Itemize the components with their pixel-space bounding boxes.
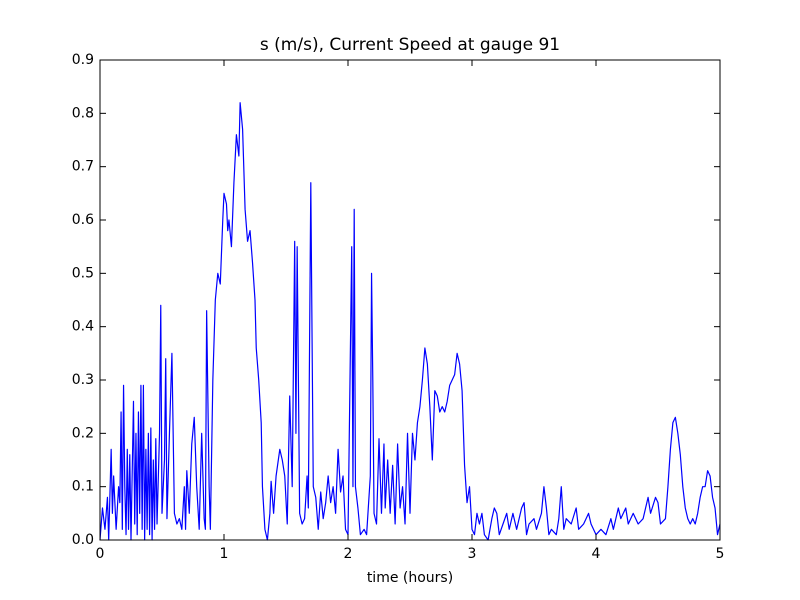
y-tick-label: 0.1 [72, 479, 94, 495]
y-tick-label: 0.9 [72, 52, 94, 68]
chart-title: s (m/s), Current Speed at gauge 91 [260, 35, 560, 55]
data-line [99, 102, 721, 541]
x-axis-label: time (hours) [367, 570, 453, 586]
y-tick-label: 0.5 [72, 265, 94, 281]
x-tick-label: 0 [96, 546, 105, 562]
x-tick-label: 5 [716, 546, 725, 562]
y-tick-label: 0.7 [72, 159, 94, 175]
y-tick-label: 0.4 [72, 319, 94, 335]
y-tick-label: 0.0 [72, 532, 94, 548]
y-tick-label: 0.6 [72, 212, 94, 228]
x-tick-label: 3 [468, 546, 477, 562]
x-tick-label: 4 [592, 546, 601, 562]
x-tick-label: 1 [220, 546, 229, 562]
y-tick-label: 0.3 [72, 372, 94, 388]
plot-frame [99, 59, 721, 541]
y-tick-label: 0.8 [72, 105, 94, 121]
x-tick-label: 2 [344, 546, 353, 562]
y-tick-label: 0.2 [72, 425, 94, 441]
